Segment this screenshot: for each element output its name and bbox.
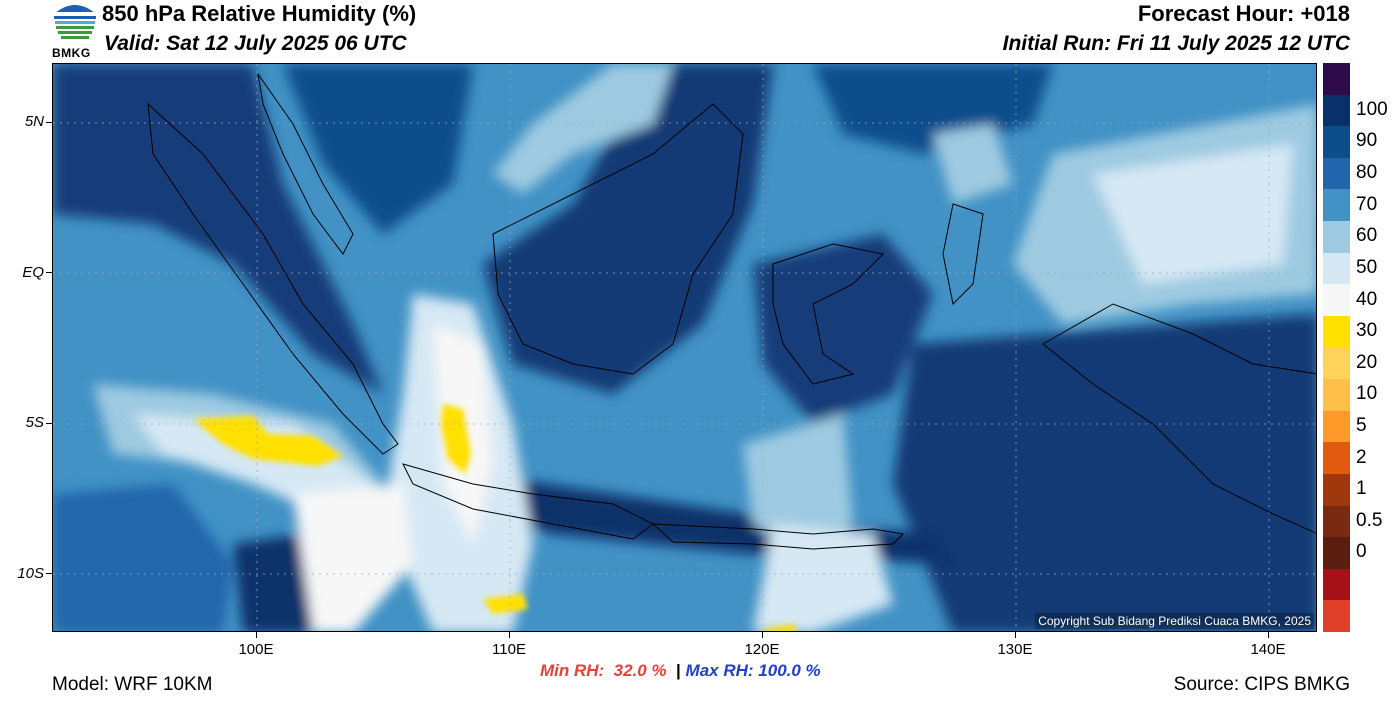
- stats-separator: |: [676, 661, 681, 680]
- min-rh: Min RH: 32.0 %: [540, 661, 667, 680]
- colorbar-segment: [1323, 126, 1350, 159]
- forecast-hour: Forecast Hour: +018: [1137, 1, 1350, 26]
- model-label: Model: WRF 10KM: [52, 674, 213, 695]
- lon-label-130e: 130E: [997, 641, 1033, 658]
- colorbar-segment: [1323, 94, 1350, 127]
- initial-run: Initial Run: Fri 11 July 2025 12 UTC: [1002, 32, 1350, 55]
- lon-label-110e: 110E: [492, 641, 526, 658]
- source-label: Source: CIPS BMKG: [1173, 674, 1350, 695]
- colorbar-segment: [1323, 315, 1350, 348]
- bmkg-logo-icon: [54, 5, 96, 39]
- lat-label-10s: 10S: [17, 565, 44, 582]
- chart-title: 850 hPa Relative Humidity (%): [102, 1, 417, 26]
- logo-text: BMKG: [52, 46, 91, 60]
- graticule: [53, 64, 1316, 631]
- colorbar-label: 70: [1356, 193, 1378, 215]
- colorbar-label: 5: [1356, 414, 1367, 436]
- lat-tick: [46, 272, 52, 273]
- humidity-map: [52, 63, 1317, 632]
- colorbar-segment: [1323, 379, 1350, 412]
- colorbar-segment: [1323, 473, 1350, 507]
- colorbar-segment: [1323, 505, 1350, 538]
- colorbar-segment: [1323, 568, 1350, 601]
- valid-time: Valid: Sat 12 July 2025 06 UTC: [104, 32, 407, 55]
- colorbar-segment: [1323, 537, 1350, 570]
- colorbar-label: 2: [1356, 446, 1367, 468]
- colorbar-segment: [1323, 347, 1350, 380]
- bmkg-logo: BMKG: [50, 0, 100, 60]
- colorbar-label: 100: [1356, 98, 1388, 120]
- lat-tick: [46, 423, 52, 424]
- colorbar-label: 20: [1356, 351, 1378, 373]
- colorbar-label: 50: [1356, 256, 1378, 278]
- humidity-field: [53, 64, 1316, 631]
- colorbar-segment: [1323, 442, 1350, 475]
- colorbar-label: 10: [1356, 383, 1378, 405]
- rh-stats: Min RH: 32.0 % | Max RH: 100.0 %: [540, 661, 821, 681]
- coastlines: [147, 73, 1316, 550]
- max-rh: Max RH: 100.0 %: [685, 661, 821, 680]
- colorbar-label: 0: [1356, 541, 1367, 563]
- lat-label-eq: EQ: [22, 264, 44, 281]
- lon-tick: [762, 632, 763, 638]
- colorbar-segment: [1323, 221, 1350, 254]
- colorbar-segment: [1323, 284, 1350, 317]
- lon-label-140e: 140E: [1250, 641, 1286, 658]
- lon-tick: [1268, 632, 1269, 638]
- lon-tick: [1015, 632, 1016, 638]
- colorbar-label: 40: [1356, 288, 1378, 310]
- lon-label-120e: 120E: [744, 641, 780, 658]
- colorbar-segment: [1323, 410, 1350, 443]
- lat-label-5s: 5S: [25, 414, 44, 431]
- colorbar-label: 0.5: [1356, 509, 1383, 531]
- lon-tick: [509, 632, 510, 638]
- colorbar-label: 80: [1356, 162, 1378, 184]
- colorbar-segment: [1323, 63, 1350, 96]
- colorbar-segment: [1323, 189, 1350, 222]
- colorbar-label: 90: [1356, 130, 1378, 152]
- lon-label-100e: 100E: [238, 641, 274, 658]
- lat-tick: [46, 573, 52, 574]
- copyright-notice: Copyright Sub Bidang Prediksi Cuaca BMKG…: [1035, 613, 1314, 629]
- colorbar-label: 30: [1356, 320, 1378, 342]
- lat-tick: [46, 122, 52, 123]
- colorbar: [1323, 63, 1350, 633]
- colorbar-segment: [1323, 600, 1350, 633]
- colorbar-segment: [1323, 252, 1350, 285]
- colorbar-segment: [1323, 157, 1350, 190]
- colorbar-label: 60: [1356, 225, 1378, 247]
- lat-label-5n: 5N: [24, 113, 44, 130]
- lon-tick: [256, 632, 257, 638]
- colorbar-label: 1: [1356, 478, 1367, 500]
